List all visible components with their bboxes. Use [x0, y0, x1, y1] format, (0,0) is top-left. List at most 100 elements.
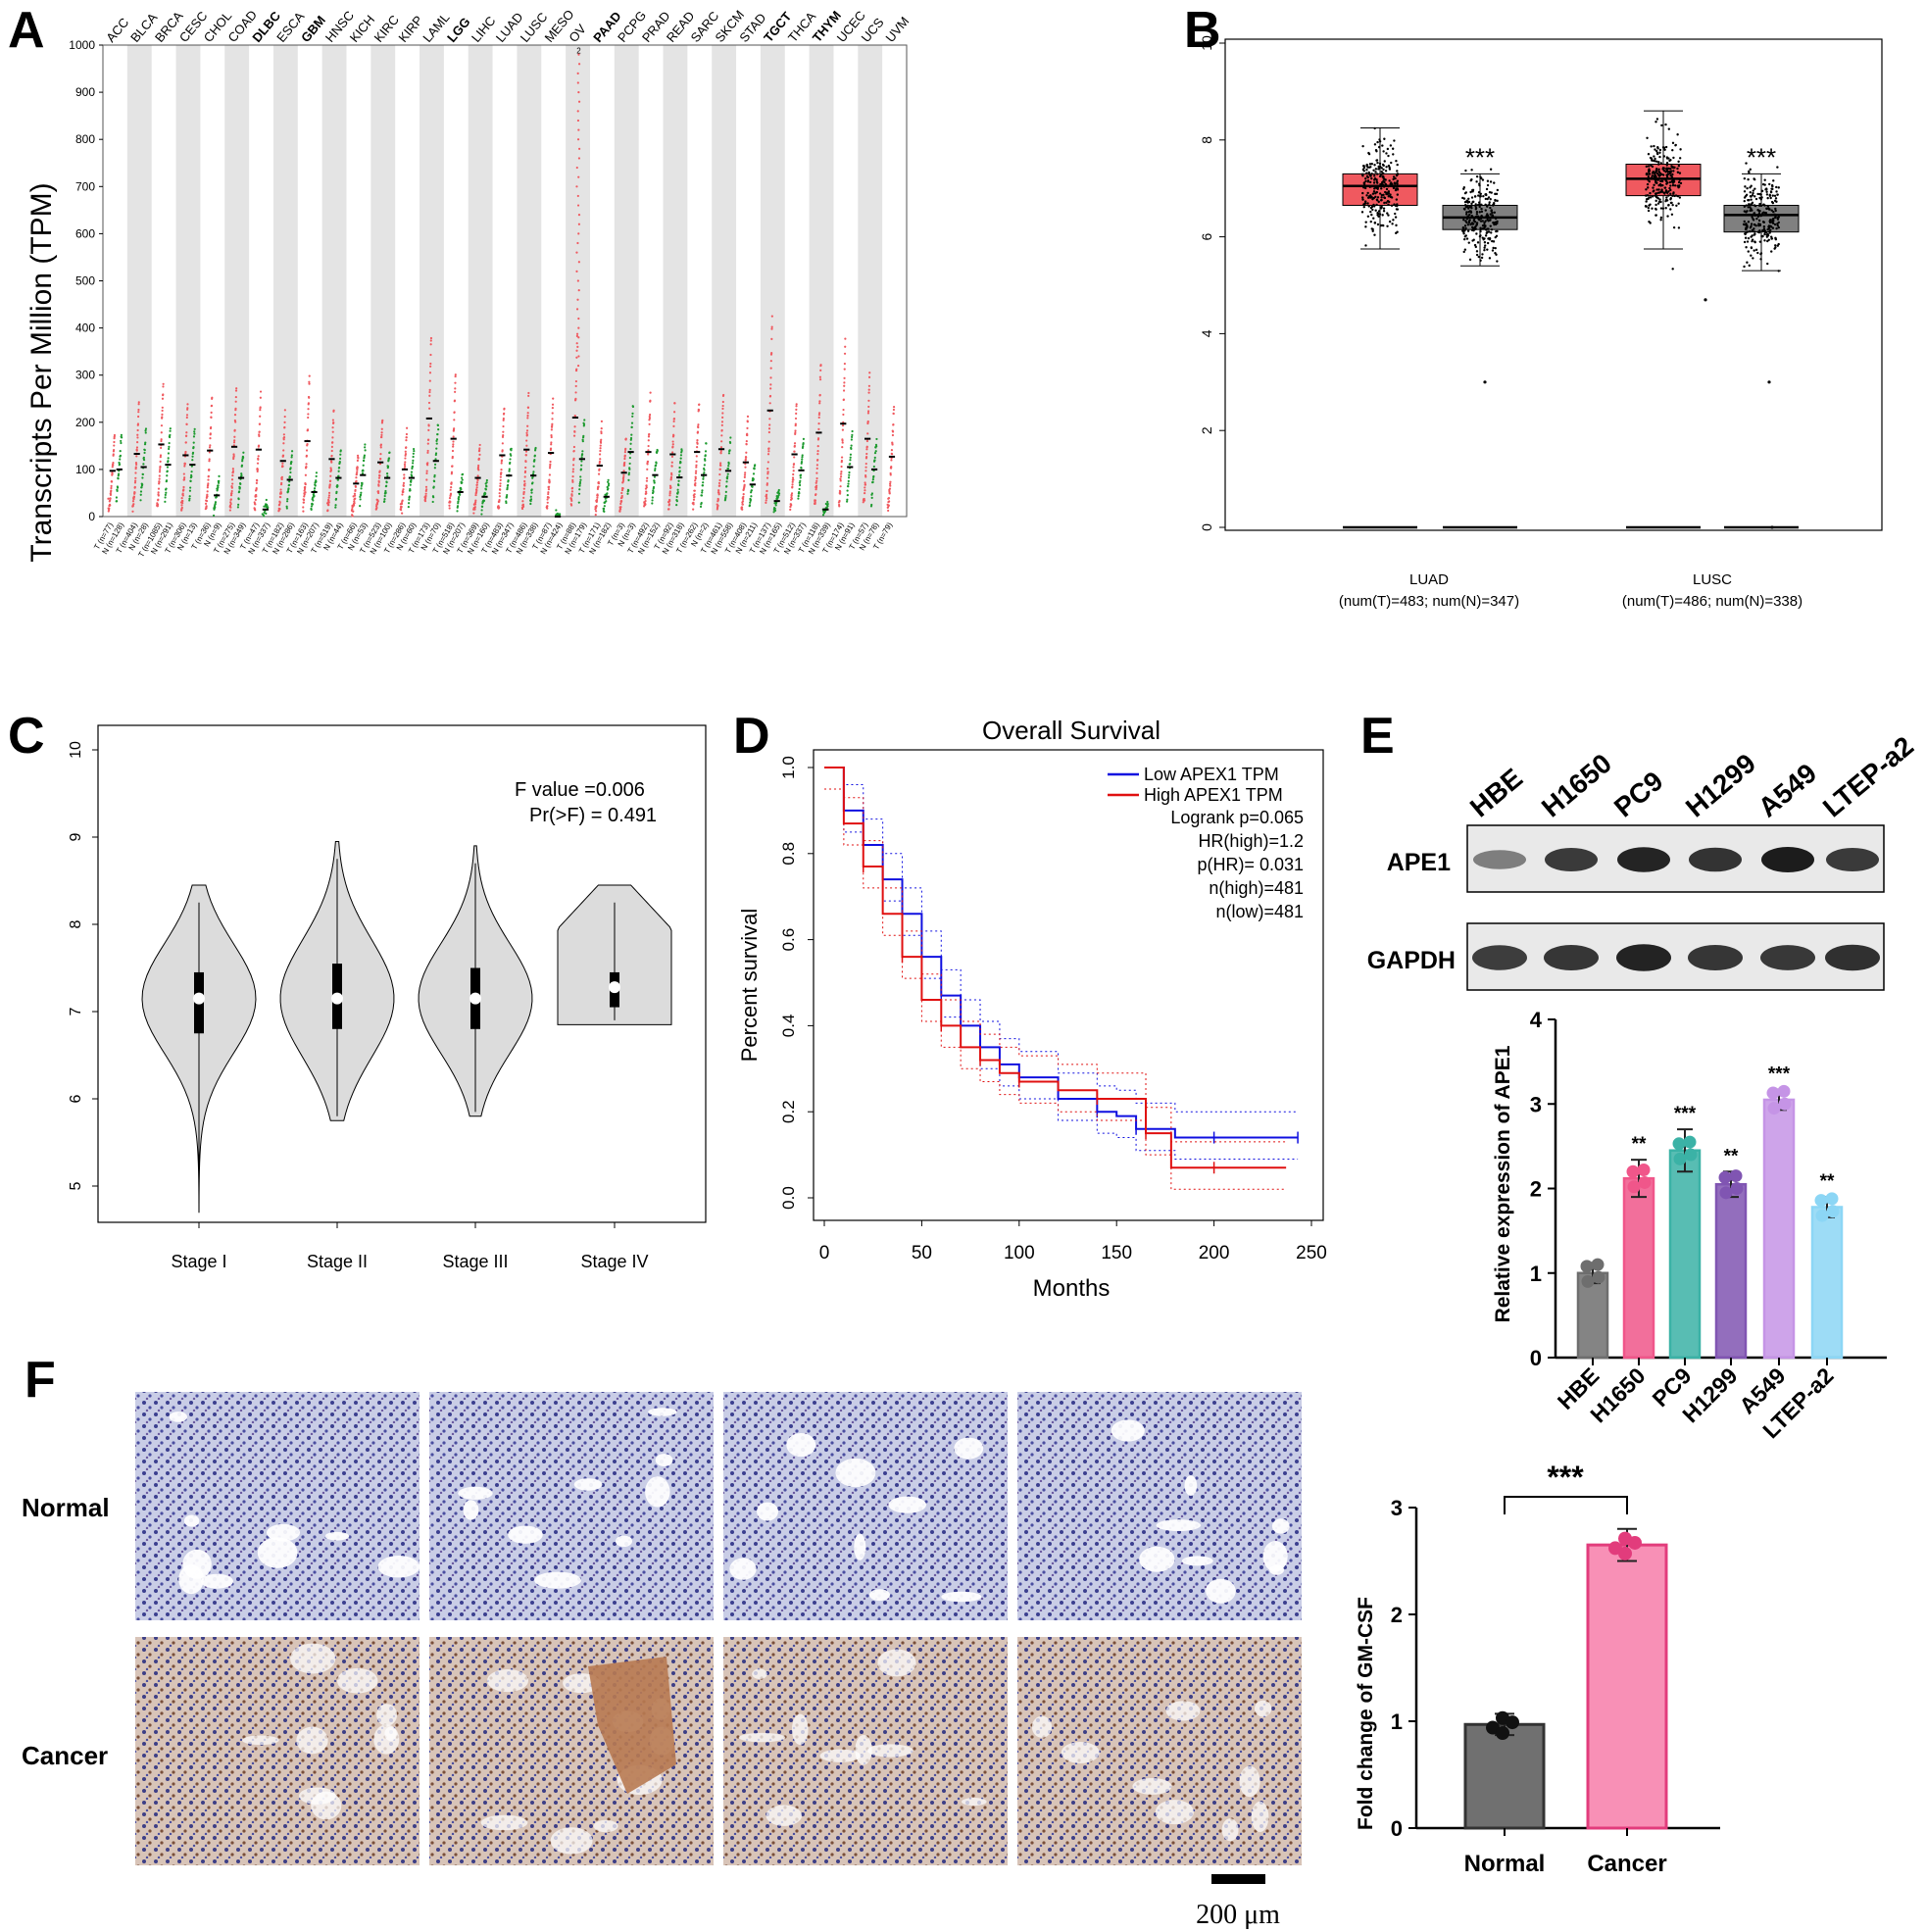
panel-a-tumor-point [401, 499, 404, 502]
panel-b-point [1770, 187, 1773, 190]
panel-a-tumor-point [670, 455, 674, 458]
panel-a-normal-point [385, 484, 388, 487]
panel-b-point [1659, 207, 1663, 210]
panel-a-tumor-point [552, 397, 555, 400]
panel-b-point [1387, 214, 1390, 217]
panel-a-tumor-point [137, 403, 140, 406]
panel-b-point [1753, 223, 1756, 226]
panel-b-point [1378, 162, 1382, 166]
panel-a-tumor-point [404, 452, 408, 456]
panel-a-tumor-point [474, 499, 477, 502]
panel-b-point [1380, 182, 1384, 186]
panel-a-normal-point [458, 495, 461, 499]
panel-b-point [1392, 219, 1395, 222]
panel-b-point [1493, 211, 1497, 214]
panel-b-point [1366, 196, 1370, 199]
panel-a-tumor-point [600, 438, 603, 441]
panel-b-point [1494, 192, 1497, 196]
panel-f-dot [1506, 1715, 1519, 1730]
panel-a-normal-point [627, 478, 630, 482]
panel-a-tumor-point [133, 485, 136, 488]
panel-b-point [1746, 240, 1750, 243]
panel-b-point [1671, 141, 1675, 145]
panel-a-normal-point [238, 486, 241, 489]
panel-a-tumor-point [329, 474, 332, 477]
panel-b-point [1370, 213, 1373, 217]
panel-a-tumor-point [818, 378, 822, 381]
panel-b-point [1672, 166, 1676, 170]
panel-a-tumor-point [644, 499, 647, 503]
panel-a-tumor-point [571, 480, 574, 483]
panel-a-normal-point [631, 405, 635, 409]
panel-a-normal-point [628, 456, 631, 460]
panel-b-point [1462, 207, 1466, 211]
panel-a-normal-point [851, 433, 854, 437]
panel-a-tumor-point [427, 428, 430, 431]
panel-a-tumor-point [693, 489, 696, 492]
panel-b-point [1467, 197, 1470, 200]
panel-b-point [1659, 184, 1662, 187]
panel-a-normal-point [289, 467, 292, 470]
panel-a-tumor-point [551, 424, 554, 427]
panel-a-tumor-point [521, 505, 525, 508]
panel-b-point [1361, 198, 1364, 201]
panel-b-point [1369, 174, 1372, 177]
panel-a-tumor-point [303, 495, 306, 498]
panel-a-normal-point [165, 479, 169, 482]
panel-a-tumor-point [401, 512, 404, 515]
panel-a-normal-point [578, 482, 581, 485]
panel-a-tumor-point [426, 451, 429, 454]
panel-a-normal-point [847, 485, 850, 488]
panel-a-outlier-point [577, 128, 580, 131]
panel-a-normal-point [851, 435, 854, 438]
panel-a-tumor-point [793, 450, 796, 453]
panel-b-point [1490, 191, 1493, 194]
panel-e-bar [1714, 1182, 1748, 1360]
panel-a-tumor-point [838, 499, 841, 503]
panel-b-point [1386, 199, 1390, 203]
panel-b-ytick-label: 4 [1199, 329, 1214, 337]
panel-a-normal-point [410, 478, 413, 482]
panel-b-group-label: LUSC [1693, 571, 1732, 588]
panel-a-band [272, 45, 298, 517]
panel-b-point [1748, 229, 1752, 233]
panel-b-point [1480, 207, 1483, 211]
panel-b-point [1373, 143, 1377, 146]
panel-a-tumor-point [229, 502, 232, 506]
panel-a-tumor-point [134, 471, 137, 474]
ihc-alveolar-space [765, 1805, 803, 1826]
panel-b-point [1365, 169, 1368, 172]
panel-a-tumor-point [572, 445, 576, 449]
panel-b-ytick-label: 2 [1199, 426, 1214, 434]
panel-a-tumor-point [281, 465, 284, 468]
panel-a-normal-point [193, 432, 196, 435]
panel-a-tumor-point [838, 492, 842, 495]
panel-b-point [1392, 177, 1395, 181]
panel-b-point [1668, 180, 1672, 184]
panel-a-tumor-point [770, 337, 773, 340]
panel-e-dot [1580, 1260, 1594, 1273]
panel-a-outlier-point [577, 63, 581, 66]
panel-b-point [1775, 226, 1778, 230]
panel-a-normal-point [240, 464, 244, 467]
panel-a-tumor-point [449, 488, 452, 491]
panel-a-tumor-point [501, 449, 504, 452]
panel-a-normal-point [363, 459, 366, 463]
panel-b-point [1489, 198, 1492, 201]
panel-a-normal-point [580, 456, 583, 459]
panel-a-tumor-point [647, 435, 651, 438]
panel-a-tumor-point [745, 451, 748, 454]
panel-a-tumor-point [400, 509, 403, 512]
panel-a-normal-point [508, 468, 511, 471]
panel-a-tumor-point [402, 488, 405, 491]
panel-a-normal-point [290, 456, 293, 459]
panel-a-tumor-point [280, 475, 283, 478]
panel-a-normal-point [139, 490, 143, 493]
panel-a-tumor-point [841, 428, 844, 431]
panel-b-point [1656, 202, 1660, 205]
panel-b-point [1676, 194, 1680, 198]
panel-b-point [1480, 203, 1483, 207]
panel-b-point [1472, 228, 1475, 232]
panel-a-tumor-point [550, 428, 553, 431]
panel-a-tumor-point [278, 503, 281, 506]
